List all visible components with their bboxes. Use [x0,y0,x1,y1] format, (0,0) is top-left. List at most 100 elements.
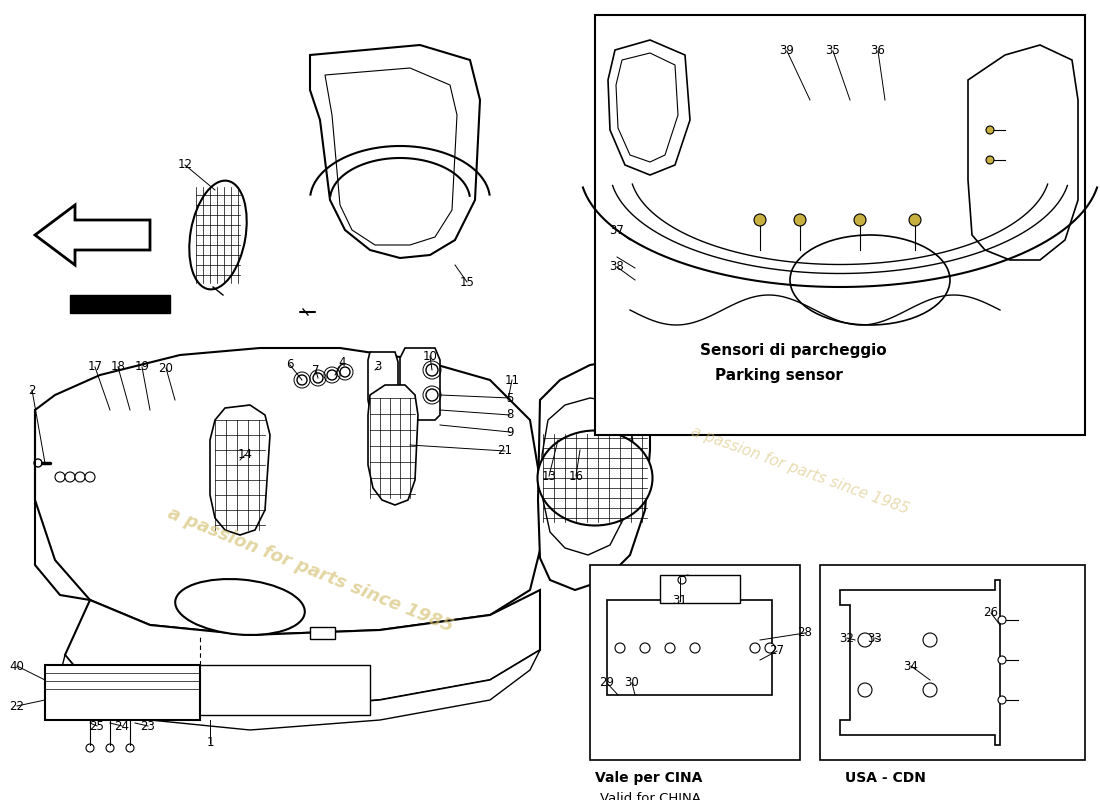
Text: a passion for parts since 1985: a passion for parts since 1985 [689,423,911,517]
Text: 40: 40 [10,659,24,673]
Circle shape [55,472,65,482]
Text: 14: 14 [238,449,253,462]
Circle shape [297,375,307,385]
Text: 16: 16 [569,470,583,482]
Text: 29: 29 [600,677,615,690]
Polygon shape [310,45,480,258]
Polygon shape [616,53,678,162]
Text: 20: 20 [158,362,174,374]
Text: Sensori di parcheggio: Sensori di parcheggio [700,343,887,358]
Circle shape [314,373,323,383]
Text: 26: 26 [983,606,999,619]
Text: 34: 34 [903,659,918,673]
Circle shape [923,683,937,697]
Circle shape [986,126,994,134]
Text: Valid for CHINA: Valid for CHINA [600,792,701,800]
Text: 39: 39 [780,45,794,58]
Text: Parking sensor: Parking sensor [715,368,843,383]
Text: 28: 28 [798,626,813,639]
Text: 9: 9 [506,426,514,438]
Text: 22: 22 [10,699,24,713]
Bar [70,295,170,313]
Text: 5: 5 [506,391,514,405]
Circle shape [65,472,75,482]
Text: 25: 25 [89,719,104,733]
Circle shape [106,744,114,752]
Text: 3: 3 [374,361,382,374]
Polygon shape [400,348,440,420]
Text: USA - CDN: USA - CDN [845,771,926,785]
Circle shape [426,389,438,401]
Polygon shape [60,650,540,730]
Circle shape [86,744,94,752]
Circle shape [794,214,806,226]
Circle shape [426,364,438,376]
Text: 11: 11 [505,374,519,386]
Circle shape [858,633,872,647]
Circle shape [75,472,85,482]
Polygon shape [538,360,650,590]
Text: 17: 17 [88,361,102,374]
Polygon shape [35,205,150,265]
Text: 30: 30 [625,677,639,690]
Text: 24: 24 [114,719,130,733]
Circle shape [854,214,866,226]
Ellipse shape [175,579,305,635]
Text: Vale per CINA: Vale per CINA [595,771,703,785]
Bar [595,15,1085,435]
Polygon shape [608,40,690,175]
Circle shape [126,744,134,752]
Circle shape [327,370,337,380]
Text: 12: 12 [177,158,192,171]
Circle shape [764,643,776,653]
Text: 37: 37 [609,223,625,237]
Text: a passion for parts since 1985: a passion for parts since 1985 [165,504,455,636]
Circle shape [34,459,42,467]
Circle shape [998,656,1006,664]
Bar [45,665,200,720]
Circle shape [85,472,95,482]
Polygon shape [35,348,540,635]
Text: 15: 15 [460,275,474,289]
Text: 2: 2 [29,383,35,397]
Text: 13: 13 [541,470,557,482]
Text: 8: 8 [506,409,514,422]
Polygon shape [840,580,1000,745]
Bar [170,665,370,715]
Circle shape [615,643,625,653]
Text: 31: 31 [672,594,688,607]
Text: 21: 21 [497,445,513,458]
Text: 36: 36 [870,45,886,58]
Bar [590,565,800,760]
Polygon shape [968,45,1078,260]
Text: 18: 18 [111,361,125,374]
Polygon shape [65,590,540,710]
Bar [310,627,336,639]
Polygon shape [210,405,270,535]
Text: 32: 32 [839,631,855,645]
Ellipse shape [790,235,950,325]
Circle shape [750,643,760,653]
Text: 23: 23 [141,719,155,733]
Text: 33: 33 [868,631,882,645]
Circle shape [986,156,994,164]
Polygon shape [542,398,635,555]
Text: 6: 6 [286,358,294,371]
Text: 7: 7 [312,365,320,378]
Circle shape [998,696,1006,704]
Polygon shape [368,385,418,505]
Circle shape [666,643,675,653]
Circle shape [640,643,650,653]
Ellipse shape [189,181,246,290]
Ellipse shape [538,430,652,526]
Circle shape [909,214,921,226]
Polygon shape [368,352,398,410]
Text: 19: 19 [134,361,150,374]
Text: 35: 35 [826,45,840,58]
Text: 10: 10 [422,350,438,362]
Text: 38: 38 [609,261,625,274]
Circle shape [678,576,686,584]
Text: 1: 1 [207,737,213,750]
Polygon shape [324,68,456,245]
Circle shape [858,683,872,697]
